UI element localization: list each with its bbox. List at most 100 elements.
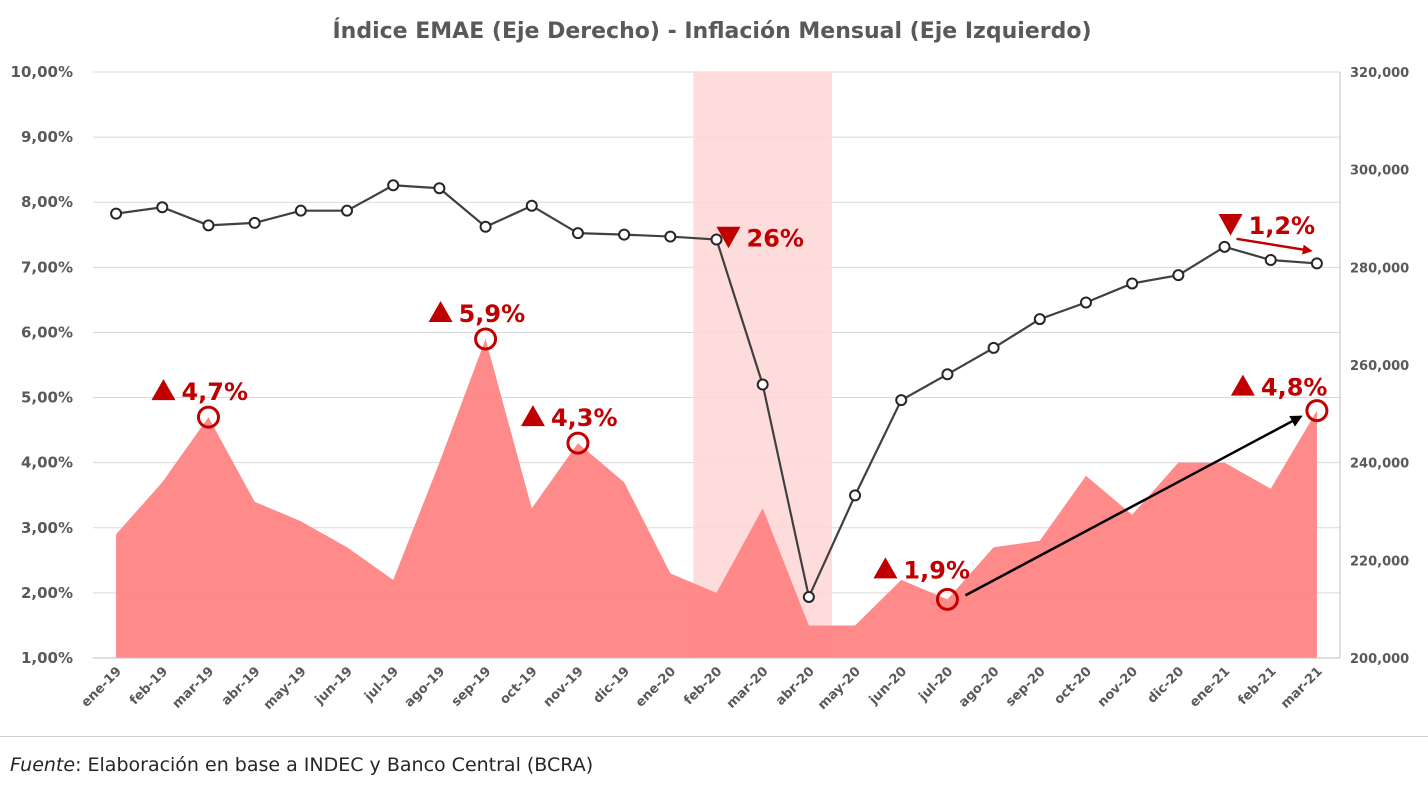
trend-arrow-black: [964, 415, 1303, 597]
emae-point: [802, 590, 815, 603]
triangle-down-icon: [716, 226, 741, 249]
x-tick-label: mar-19: [170, 664, 218, 712]
emae-point: [849, 489, 862, 502]
emae-point: [156, 201, 169, 214]
source-label: Fuente: [10, 754, 76, 776]
emae-point: [387, 179, 400, 192]
right-tick-label: 260,000: [1350, 359, 1409, 374]
emae-point: [571, 227, 584, 240]
annotation-label: 26%: [747, 224, 804, 252]
emae-point: [248, 216, 261, 229]
x-tick-label: abr-19: [219, 664, 264, 709]
emae-point: [710, 233, 723, 246]
right-tick-label: 200,000: [1350, 652, 1409, 667]
triangle-up-icon: [873, 557, 898, 579]
emae-point: [1033, 313, 1046, 326]
annotations: 4,7% 5,9% 4,3% 26% 1,9% 1,2% 4,8%: [151, 212, 1329, 611]
triangle-up-icon: [428, 300, 453, 322]
left-axis-ticks: 1,00% 2,00% 3,00% 4,00% 5,00% 6,00% 7,00% 8,00%…: [11, 63, 73, 667]
right-tick-label: 280,000: [1350, 261, 1409, 276]
x-tick-label: ene-19: [79, 664, 125, 710]
emae-point: [433, 182, 446, 195]
x-tick-label: oct-20: [1051, 664, 1094, 707]
x-tick-label: feb-21: [1236, 664, 1280, 708]
emae-point: [1310, 257, 1323, 270]
x-tick-label: feb-20: [681, 664, 725, 708]
emae-point: [341, 204, 354, 217]
annotation-label: 5,9%: [459, 300, 526, 328]
x-tick-label: nov-20: [1095, 664, 1141, 710]
x-tick-label: jun-20: [866, 664, 910, 708]
x-tick-label: sep-19: [449, 664, 495, 710]
x-tick-label: mar-21: [1278, 664, 1326, 712]
inflation-area-path: [116, 338, 1317, 658]
left-tick-label: 4,00%: [21, 454, 73, 472]
annotation-label: 4,3%: [551, 404, 618, 432]
triangle-up-icon: [151, 379, 176, 401]
inflation-area: [116, 338, 1317, 658]
left-tick-label: 8,00%: [21, 193, 73, 211]
chart-title: Índice EMAE (Eje Derecho) - Inflación Me…: [333, 18, 1092, 44]
highlight-circle: [474, 327, 498, 351]
left-tick-label: 10,00%: [11, 63, 73, 81]
left-tick-label: 3,00%: [21, 519, 73, 537]
right-tick-label: 300,000: [1350, 164, 1409, 179]
x-tick-label: may-20: [815, 664, 864, 713]
axes: [93, 72, 1341, 659]
left-tick-label: 1,00%: [21, 649, 73, 667]
left-tick-label: 2,00%: [21, 584, 73, 602]
emae-point: [1126, 277, 1139, 290]
x-tick-label: dic-20: [1145, 664, 1187, 706]
source-text: : Elaboración en base a INDEC y Banco Ce…: [75, 754, 594, 776]
x-tick-label: abr-20: [773, 664, 818, 709]
triangle-down-icon: [1218, 214, 1243, 236]
x-tick-label: ene-20: [633, 664, 679, 710]
annotation-label: 4,8%: [1261, 374, 1328, 402]
left-tick-label: 5,00%: [21, 389, 73, 407]
x-tick-label: ago-20: [956, 664, 1002, 710]
annotation-label: 4,7%: [181, 378, 248, 406]
left-tick-label: 6,00%: [21, 323, 73, 341]
source-note: Fuente: Elaboración en base a INDEC y Ba…: [10, 754, 593, 776]
x-tick-label: may-19: [261, 664, 310, 713]
triangle-up-icon: [1230, 374, 1255, 396]
emae-point: [664, 230, 677, 243]
right-tick-label: 220,000: [1350, 554, 1409, 569]
emae-point: [294, 204, 307, 217]
x-tick-label: oct-19: [497, 664, 540, 707]
emae-point: [1264, 254, 1277, 267]
x-tick-label: mar-20: [724, 664, 772, 712]
right-tick-label: 320,000: [1350, 66, 1409, 81]
chart: Índice EMAE (Eje Derecho) - Inflación Me…: [11, 18, 1410, 713]
x-tick-label: sep-20: [1003, 664, 1049, 710]
emae-point: [110, 207, 123, 220]
x-tick-label: nov-19: [541, 664, 587, 710]
emae-point: [756, 378, 769, 391]
emae-point: [1079, 296, 1092, 309]
highlight-circle: [196, 405, 220, 429]
x-tick-label: ene-21: [1187, 664, 1233, 710]
x-tick-label: ago-19: [402, 664, 448, 710]
source-divider: [0, 736, 1428, 737]
x-tick-label: jul-20: [915, 664, 956, 705]
right-axis-ticks: 200,000 220,000 240,000 260,000 280,000 300,0…: [1350, 66, 1409, 667]
emae-point: [479, 220, 492, 233]
triangle-up-icon: [520, 405, 545, 427]
emae-point: [618, 228, 631, 241]
highlight-circle: [935, 587, 959, 611]
annotation-label: 1,2%: [1249, 212, 1316, 240]
left-tick-label: 7,00%: [21, 258, 73, 276]
highlight-circle: [566, 431, 590, 455]
emae-point: [1172, 269, 1185, 282]
right-tick-label: 240,000: [1350, 457, 1409, 472]
emae-point: [895, 394, 908, 407]
x-tick-label: feb-19: [127, 664, 171, 708]
emae-point: [941, 368, 954, 381]
x-tick-label: jul-19: [361, 664, 402, 705]
x-tick-label: jun-19: [312, 664, 356, 708]
emae-line: [110, 179, 1323, 603]
emae-point: [987, 341, 1000, 354]
x-tick-label: dic-19: [591, 664, 633, 706]
emae-point: [1218, 240, 1231, 253]
